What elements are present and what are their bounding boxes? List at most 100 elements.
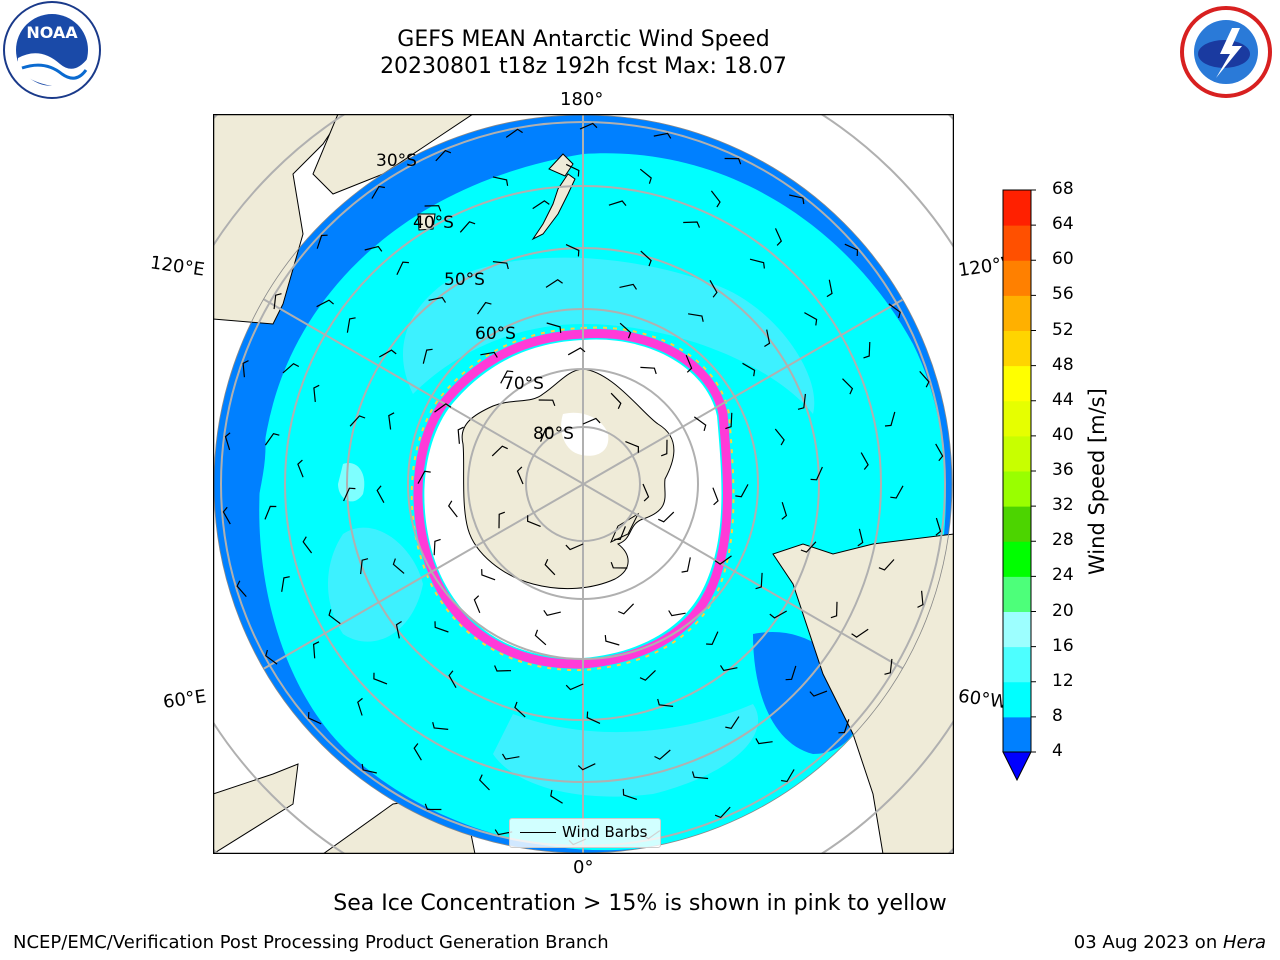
wind-barb — [516, 466, 524, 485]
wind-barb — [545, 278, 563, 288]
wind-barb — [313, 384, 320, 402]
wind-barb — [725, 412, 733, 430]
wind-barb — [884, 658, 893, 675]
wind-barb — [491, 445, 508, 457]
lat-label-40s: 40°S — [413, 213, 454, 233]
meridians — [214, 115, 952, 853]
wind-barb — [328, 609, 341, 625]
wind-barb — [691, 771, 709, 780]
wind-barb — [710, 190, 721, 208]
tasmania-land — [417, 213, 436, 231]
wind-barb — [654, 749, 671, 760]
wind-barb — [422, 348, 433, 364]
wind-barb — [742, 362, 756, 377]
wind-barb — [417, 470, 431, 484]
wind-barb — [302, 536, 313, 554]
wind-barb — [619, 322, 632, 339]
footer-date-text: 03 Aug 2023 on — [1073, 932, 1223, 953]
wind-barb — [481, 569, 496, 581]
wind-barb — [614, 526, 626, 541]
wind-barb — [435, 149, 452, 162]
wind-barb — [653, 132, 672, 139]
colorbar-label: Wind Speed [m/s] — [1085, 388, 1109, 575]
colorbar-tick-label: 24 — [1052, 565, 1074, 586]
wind-barb — [830, 601, 838, 619]
colorbar-segment — [1003, 260, 1031, 296]
wind-barb — [625, 441, 640, 453]
wind-barb — [532, 200, 550, 210]
colorbar-segment — [1003, 576, 1031, 612]
polar-map — [213, 114, 954, 854]
wind-barb — [379, 349, 397, 358]
wind-barb — [688, 313, 704, 322]
colorbar-segment — [1003, 506, 1031, 542]
wind-barb — [565, 163, 580, 177]
wind-barb — [657, 698, 674, 707]
africa-land — [213, 763, 299, 854]
wind-barb — [709, 280, 718, 298]
wind-barb — [361, 763, 377, 774]
wind-barb — [639, 168, 652, 184]
colorbar-segment — [1003, 681, 1031, 718]
wind-barb — [860, 452, 869, 470]
colorbar-tick-label: 56 — [1052, 284, 1074, 305]
wind-barb — [844, 243, 859, 257]
wind-barb — [785, 665, 797, 681]
colorbar-tick-label: 28 — [1052, 530, 1074, 551]
footer-host: Hera — [1222, 932, 1266, 953]
wind-barb — [501, 753, 520, 760]
wind-barb — [514, 701, 526, 718]
colorbar-tick-label: 64 — [1052, 214, 1074, 235]
wind-barb — [457, 426, 464, 444]
wind-barb — [797, 393, 806, 410]
wind-barb — [448, 670, 457, 688]
wind-barb — [534, 629, 547, 646]
colorbar-tick-label: 16 — [1052, 635, 1074, 656]
colorbar-tick-label: 68 — [1052, 179, 1074, 199]
wind-barb — [714, 806, 731, 819]
wind-barb — [264, 505, 277, 520]
wind-barb — [878, 559, 895, 571]
footer-credit: NCEP/EMC/Verification Post Processing Pr… — [13, 932, 609, 953]
wind-barb — [544, 559, 556, 576]
wind-barb — [857, 528, 864, 547]
colorbar-segment — [1003, 611, 1031, 648]
wind-barb — [565, 683, 584, 691]
wind-barb — [610, 392, 622, 409]
wind-barb — [724, 157, 742, 165]
wind-barb — [424, 205, 442, 212]
wind-12-16-region — [403, 257, 815, 414]
wind-barb — [780, 769, 795, 783]
wind-barb — [810, 466, 823, 481]
wind-barb — [434, 621, 449, 633]
wind-barb — [364, 245, 383, 252]
wind-barb — [719, 665, 738, 672]
wind-barb — [660, 439, 668, 457]
wind-barb — [346, 317, 356, 333]
wind-barb — [683, 221, 701, 228]
lon-label-0: 0° — [573, 857, 594, 878]
colorbar-under-triangle — [1002, 751, 1032, 782]
colorbar-tick-label: 36 — [1052, 460, 1074, 480]
wind-barb — [781, 502, 788, 520]
lat-label-70s: 70°S — [503, 374, 544, 394]
wind-barb — [388, 412, 395, 430]
map-legend: Wind Barbs — [509, 818, 661, 848]
lat-label-80s: 80°S — [533, 424, 574, 444]
colorbar-tick-label: 32 — [1052, 495, 1074, 516]
wind-barb — [282, 362, 300, 374]
wind-barb — [392, 558, 405, 574]
colorbar-tick-label: 40 — [1052, 424, 1074, 445]
colorbar-segment — [1003, 541, 1031, 577]
wind-barb — [567, 347, 586, 356]
wind-barb — [714, 555, 732, 565]
wind-barb — [373, 672, 388, 685]
wind-barb — [725, 716, 740, 729]
wind-barb — [473, 595, 481, 614]
colorbar-tick-label: 60 — [1052, 249, 1074, 270]
wind-barb — [935, 517, 942, 536]
wind-barb — [842, 378, 854, 395]
wind-barb — [343, 487, 356, 502]
wind-barb — [424, 803, 442, 811]
colorbar-tick-label: 8 — [1052, 705, 1063, 726]
